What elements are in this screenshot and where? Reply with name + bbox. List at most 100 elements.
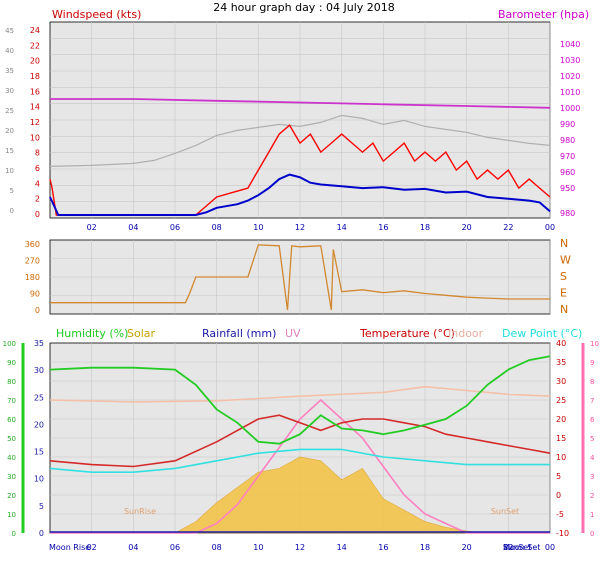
uv-tick: 10 (590, 340, 599, 348)
windspeed-label: Windspeed (kts) (52, 8, 141, 21)
baro-tick: 990 (560, 120, 575, 129)
humidity-tick: 80 (7, 378, 16, 386)
wind-outer-tick: 45 (5, 27, 14, 35)
x-tick-label: 00 (545, 543, 555, 552)
temp-panel: Humidity (%)Solar Rainfall (mm) UV Temperat… (3, 327, 599, 552)
temp-tick: 15 (556, 434, 566, 443)
temp-tick: 25 (556, 396, 566, 405)
legend-label: Solar (127, 327, 156, 340)
wind-outer-tick: 5 (10, 187, 14, 195)
baro-tick: 970 (560, 152, 575, 161)
humidity-tick: 10 (7, 511, 16, 519)
wind-series (49, 98, 551, 216)
legend-label: Rainfall (mm) (202, 327, 276, 340)
compass-label: N (560, 303, 568, 316)
temp-tick: 5 (556, 472, 561, 481)
x-tick-label: 00 (545, 223, 555, 232)
solar-area (50, 456, 550, 534)
indoor-line (49, 385, 551, 403)
temp-tick: 40 (556, 339, 566, 348)
wind-axis-outer-ticks: 45 40 35 30 25 20 15 10 5 0 (5, 27, 14, 215)
compass-label: E (560, 287, 567, 300)
x-tick-label: 22 (503, 223, 513, 232)
humidity-tick: 100 (3, 340, 16, 348)
direction-gridlines (50, 240, 551, 314)
baro-tick: 980 (560, 136, 575, 145)
x-tick-label: 14 (337, 543, 347, 552)
barometer-line (50, 98, 551, 109)
wind-inner-tick: 10 (30, 133, 40, 142)
sun-moon-label: SunRise (124, 507, 156, 516)
wind-outer-tick: 30 (5, 87, 14, 95)
uv-tick: 2 (590, 492, 594, 500)
direction-tick: 0 (35, 306, 40, 315)
x-tick-label: 08 (212, 543, 222, 552)
wind-outer-tick: 35 (5, 67, 14, 75)
uv-tick: 5 (590, 435, 594, 443)
baro-tick: 1040 (560, 40, 580, 49)
humidity-tick: 20 (7, 492, 16, 500)
wind-inner-tick: 2 (35, 195, 40, 204)
sun-moon-label: Moon Set (503, 543, 540, 552)
wind-outer-tick: 40 (5, 47, 14, 55)
x-tick-label: 02 (87, 543, 97, 552)
sun-moon-label: SunSet (491, 507, 519, 516)
x-tick-label: 12 (295, 543, 305, 552)
rain-tick: 20 (34, 420, 44, 429)
x-tick-label: 02 (87, 223, 97, 232)
wind-outer-tick: 15 (5, 147, 14, 155)
baro-tick: 960 (560, 168, 575, 177)
wind-baro-panel: Windspeed (kts) Barometer (hpa) 45 40 35 30… (5, 8, 589, 232)
uv-tick: 9 (590, 359, 594, 367)
baro-tick: 1010 (560, 88, 580, 97)
windspeed-line (49, 124, 551, 216)
wind-inner-tick: 6 (35, 164, 40, 173)
wind-inner-tick: 12 (30, 118, 40, 127)
direction-tick: 270 (25, 257, 40, 266)
x-tick-label: 22 (503, 543, 513, 552)
x-tick-label: 08 (212, 223, 222, 232)
barometer-label: Barometer (hpa) (498, 8, 589, 21)
baro-tick: 950 (560, 184, 575, 193)
wind-inner-tick: 24 (30, 26, 40, 35)
direction-tick: 90 (30, 290, 40, 299)
legend-label: Indoor (448, 327, 484, 340)
rain-tick: 15 (34, 448, 44, 457)
x-tick-label: 16 (378, 543, 388, 552)
baro-axis-ticks: 1040 1030 1020 1010 1000 990 980 970 960 950 980 (560, 40, 580, 218)
uv-tick: 7 (590, 397, 594, 405)
rain-tick: 0 (39, 529, 44, 538)
uv-tick: 0 (590, 530, 594, 538)
x-tick-label: 12 (295, 223, 305, 232)
temp-tick: 35 (556, 358, 566, 367)
wind-outer-tick: 10 (5, 167, 14, 175)
humidity-tick: 90 (7, 359, 16, 367)
rain-axis-ticks: 35 30 25 20 15 10 5 0 (34, 339, 44, 538)
wind-inner-tick: 18 (30, 72, 40, 81)
wind-inner-tick: 0 (35, 210, 40, 219)
x-tick-label: 20 (462, 223, 472, 232)
humidity-tick: 60 (7, 416, 16, 424)
legend-label: Humidity (%) (56, 327, 128, 340)
rain-tick: 25 (34, 393, 44, 402)
direction-axis-ticks: 360 270 180 90 0 (25, 240, 40, 315)
direction-tick: 360 (25, 240, 40, 249)
baro-tick: 1000 (560, 104, 580, 113)
temp-x-axis: 02 04 06 08 10 12 14 16 18 20 22 00 (87, 543, 556, 552)
wind-inner-tick: 14 (30, 103, 40, 112)
uv-tick: 1 (590, 511, 594, 519)
x-tick-label: 10 (253, 543, 263, 552)
x-tick-label: 10 (253, 223, 263, 232)
sun-moon-label: SunSet (503, 543, 531, 552)
humidity-tick: 0 (12, 530, 16, 538)
wind-x-axis: 02 04 06 08 10 12 14 16 18 20 22 00 (87, 223, 556, 232)
baro-tick: 980 (560, 209, 575, 218)
compass-label: S (560, 270, 567, 283)
x-tick-label: 06 (170, 543, 180, 552)
